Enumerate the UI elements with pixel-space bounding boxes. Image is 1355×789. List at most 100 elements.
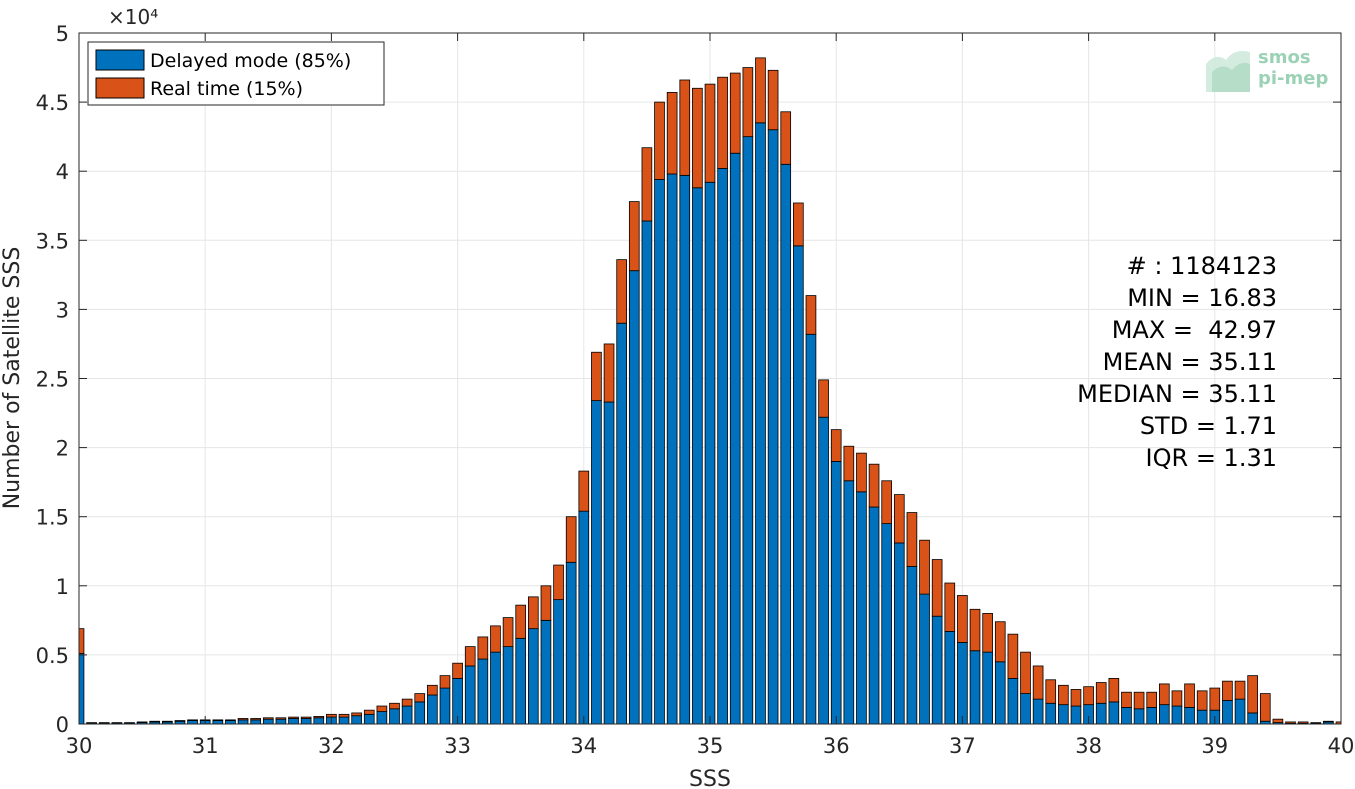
bar-real-time: [919, 539, 930, 595]
bar-delayed-mode: [793, 245, 804, 725]
bar-delayed-mode: [1146, 707, 1158, 725]
y-tick-label: 0: [56, 713, 69, 737]
bar-delayed-mode: [225, 720, 236, 725]
bar-real-time: [250, 718, 262, 721]
bar-real-time: [868, 463, 880, 508]
bar-real-time: [187, 719, 198, 721]
bar-real-time: [288, 716, 299, 719]
smos-pi-mep-logo: smos pi-mep: [1206, 47, 1328, 92]
bar-real-time: [1272, 718, 1284, 724]
bar-delayed-mode: [679, 174, 691, 725]
bar-real-time: [427, 684, 438, 696]
bar-real-time: [628, 201, 640, 272]
x-tick-label: 36: [823, 734, 850, 758]
bar-real-time: [78, 628, 85, 654]
bar-real-time: [1070, 689, 1082, 707]
bar-delayed-mode: [641, 220, 653, 725]
bar-real-time: [477, 636, 489, 660]
x-tick-label: 33: [444, 734, 471, 758]
bar-real-time: [490, 625, 501, 653]
x-axis-label: SSS: [689, 767, 731, 789]
x-tick-label: 39: [1201, 734, 1228, 758]
bar-real-time: [969, 608, 981, 652]
bar-real-time: [553, 564, 564, 601]
bar-delayed-mode: [755, 122, 766, 725]
bar-delayed-mode: [313, 717, 325, 725]
bar-delayed-mode: [843, 480, 855, 725]
bar-delayed-mode: [1121, 707, 1132, 725]
bar-real-time: [818, 379, 829, 418]
logo-text-smos: smos: [1258, 47, 1311, 68]
x-tick-labels: 30 31 32 33 34 35 36 37 38 39 40: [66, 734, 1355, 758]
legend: Delayed mode (85%) Real time (15%): [87, 41, 385, 106]
bar-delayed-mode: [389, 708, 400, 725]
bar-real-time: [212, 719, 224, 721]
x-tick-label: 40: [1328, 734, 1355, 758]
bar-real-time: [351, 712, 362, 717]
bar-real-time: [603, 343, 615, 403]
bar-real-time: [1247, 675, 1258, 714]
x-tick-label: 32: [318, 734, 345, 758]
bar-real-time: [1020, 651, 1031, 694]
stat-line: MEAN = 35.11: [1103, 348, 1277, 376]
bar-real-time: [1045, 679, 1057, 704]
bar-real-time: [464, 646, 476, 667]
legend-swatch-delayed-mode: [95, 49, 145, 71]
bar-real-time: [439, 675, 451, 689]
bar-delayed-mode: [616, 322, 627, 725]
bar-delayed-mode: [464, 665, 476, 725]
bar-delayed-mode: [1158, 704, 1170, 725]
y-tick-label: 3.5: [36, 229, 69, 253]
bar-delayed-mode: [565, 561, 577, 725]
bar-real-time: [174, 720, 186, 722]
bar-real-time: [717, 76, 728, 169]
bar-delayed-mode: [275, 718, 287, 725]
bar-delayed-mode: [1007, 677, 1019, 725]
y-axis-label: Number of Satellite SSS: [0, 247, 25, 510]
bar-real-time: [1095, 682, 1107, 704]
bar-real-time: [565, 516, 577, 563]
bar-real-time: [1234, 680, 1246, 700]
x-tick-label: 38: [1075, 734, 1102, 758]
bar-real-time: [389, 702, 400, 710]
y-tick-label: 1: [56, 575, 69, 599]
bar-real-time: [225, 719, 236, 721]
bar-real-time: [679, 79, 691, 176]
bar-real-time: [793, 202, 804, 247]
bar-delayed-mode: [401, 705, 413, 725]
bar-delayed-mode: [666, 173, 678, 725]
bar-delayed-mode: [856, 491, 867, 725]
stat-line: IQR = 1.31: [1146, 444, 1277, 472]
bar-delayed-mode: [427, 694, 438, 725]
bar-delayed-mode: [540, 619, 552, 725]
y-tick-label: 1.5: [36, 506, 69, 530]
y-tick-labels: 0 0.5 1 1.5 2 2.5 3 3.5 4 4.5 5: [36, 22, 69, 737]
x-tick-label: 34: [570, 734, 597, 758]
bar-delayed-mode: [338, 716, 350, 725]
bar-delayed-mode: [1108, 701, 1120, 725]
bar-delayed-mode: [729, 152, 741, 725]
bar-delayed-mode: [704, 181, 716, 725]
bar-delayed-mode: [1222, 700, 1233, 725]
bar-real-time: [767, 69, 779, 131]
bar-real-time: [401, 698, 413, 707]
bar-real-time: [540, 585, 552, 621]
stat-line: MEDIAN = 35.11: [1077, 380, 1277, 408]
bar-real-time: [1222, 680, 1233, 701]
bar-delayed-mode: [628, 270, 640, 725]
bar-real-time: [1121, 691, 1132, 708]
bar-delayed-mode: [414, 701, 426, 725]
bar-real-time: [1184, 683, 1195, 708]
bar-real-time: [729, 72, 741, 154]
bar-real-time: [1323, 720, 1334, 723]
bar-delayed-mode: [527, 628, 539, 725]
y-tick-label: 2: [56, 437, 69, 461]
x-tick-label: 31: [192, 734, 219, 758]
stat-line: # : 1184123: [1127, 252, 1277, 280]
bar-delayed-mode: [780, 163, 792, 725]
legend-label-real-time: Real time (15%): [150, 78, 303, 100]
bar-real-time: [1196, 690, 1208, 711]
bar-delayed-mode: [300, 718, 312, 725]
bar-delayed-mode: [906, 566, 918, 725]
bar-real-time: [1032, 665, 1044, 700]
